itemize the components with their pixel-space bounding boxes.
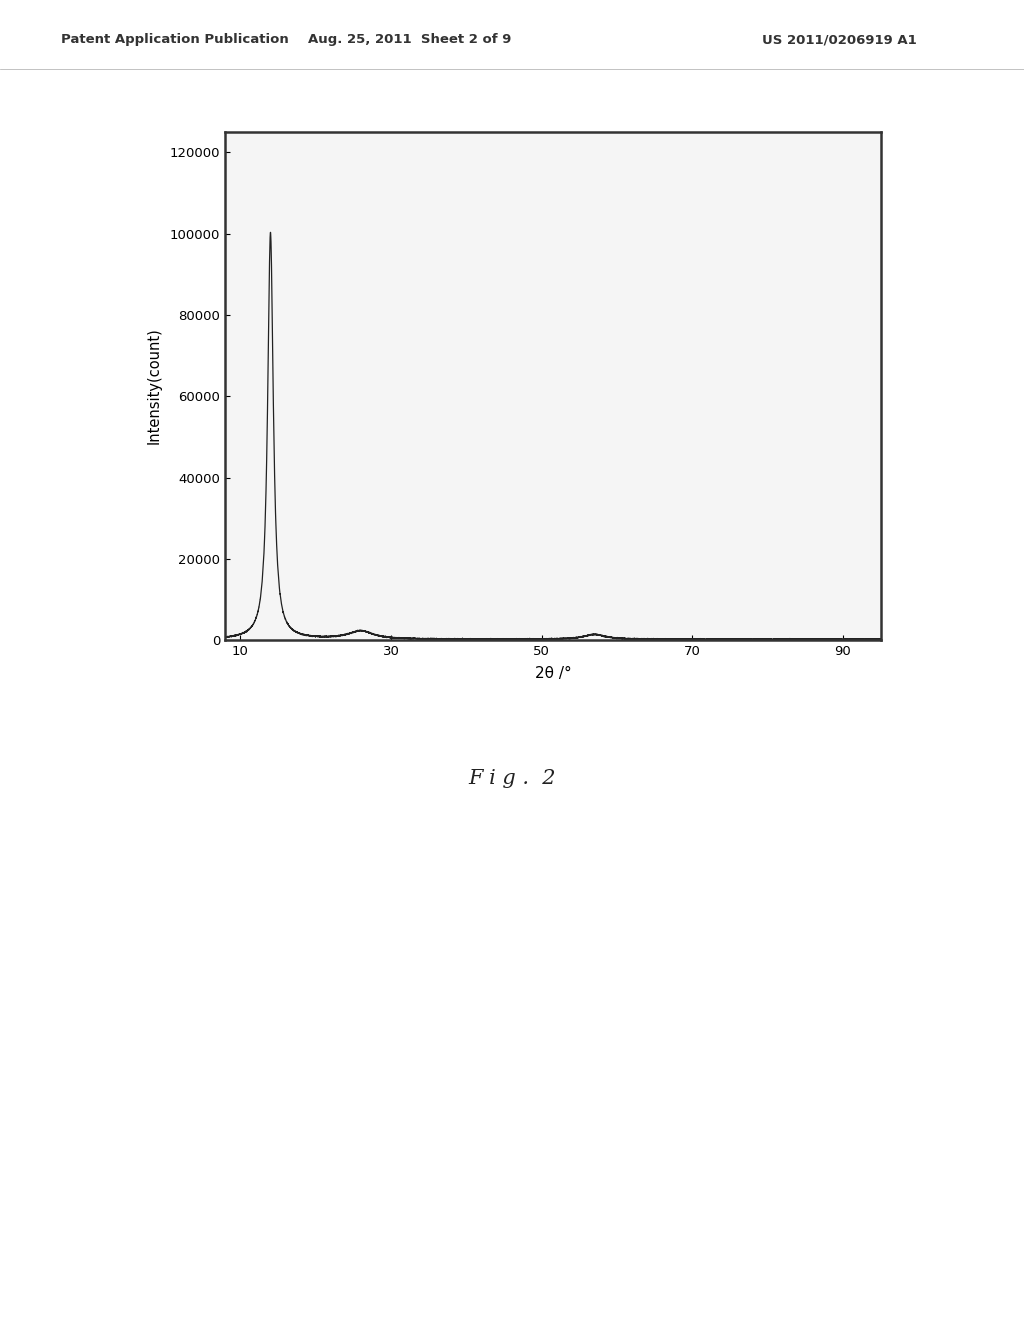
Y-axis label: Intensity(count): Intensity(count) [146, 327, 162, 445]
Text: Patent Application Publication: Patent Application Publication [61, 33, 289, 46]
Text: US 2011/0206919 A1: US 2011/0206919 A1 [762, 33, 918, 46]
X-axis label: 2θ /°: 2θ /° [535, 667, 571, 681]
Text: F i g .  2: F i g . 2 [468, 770, 556, 788]
Text: Aug. 25, 2011  Sheet 2 of 9: Aug. 25, 2011 Sheet 2 of 9 [308, 33, 511, 46]
